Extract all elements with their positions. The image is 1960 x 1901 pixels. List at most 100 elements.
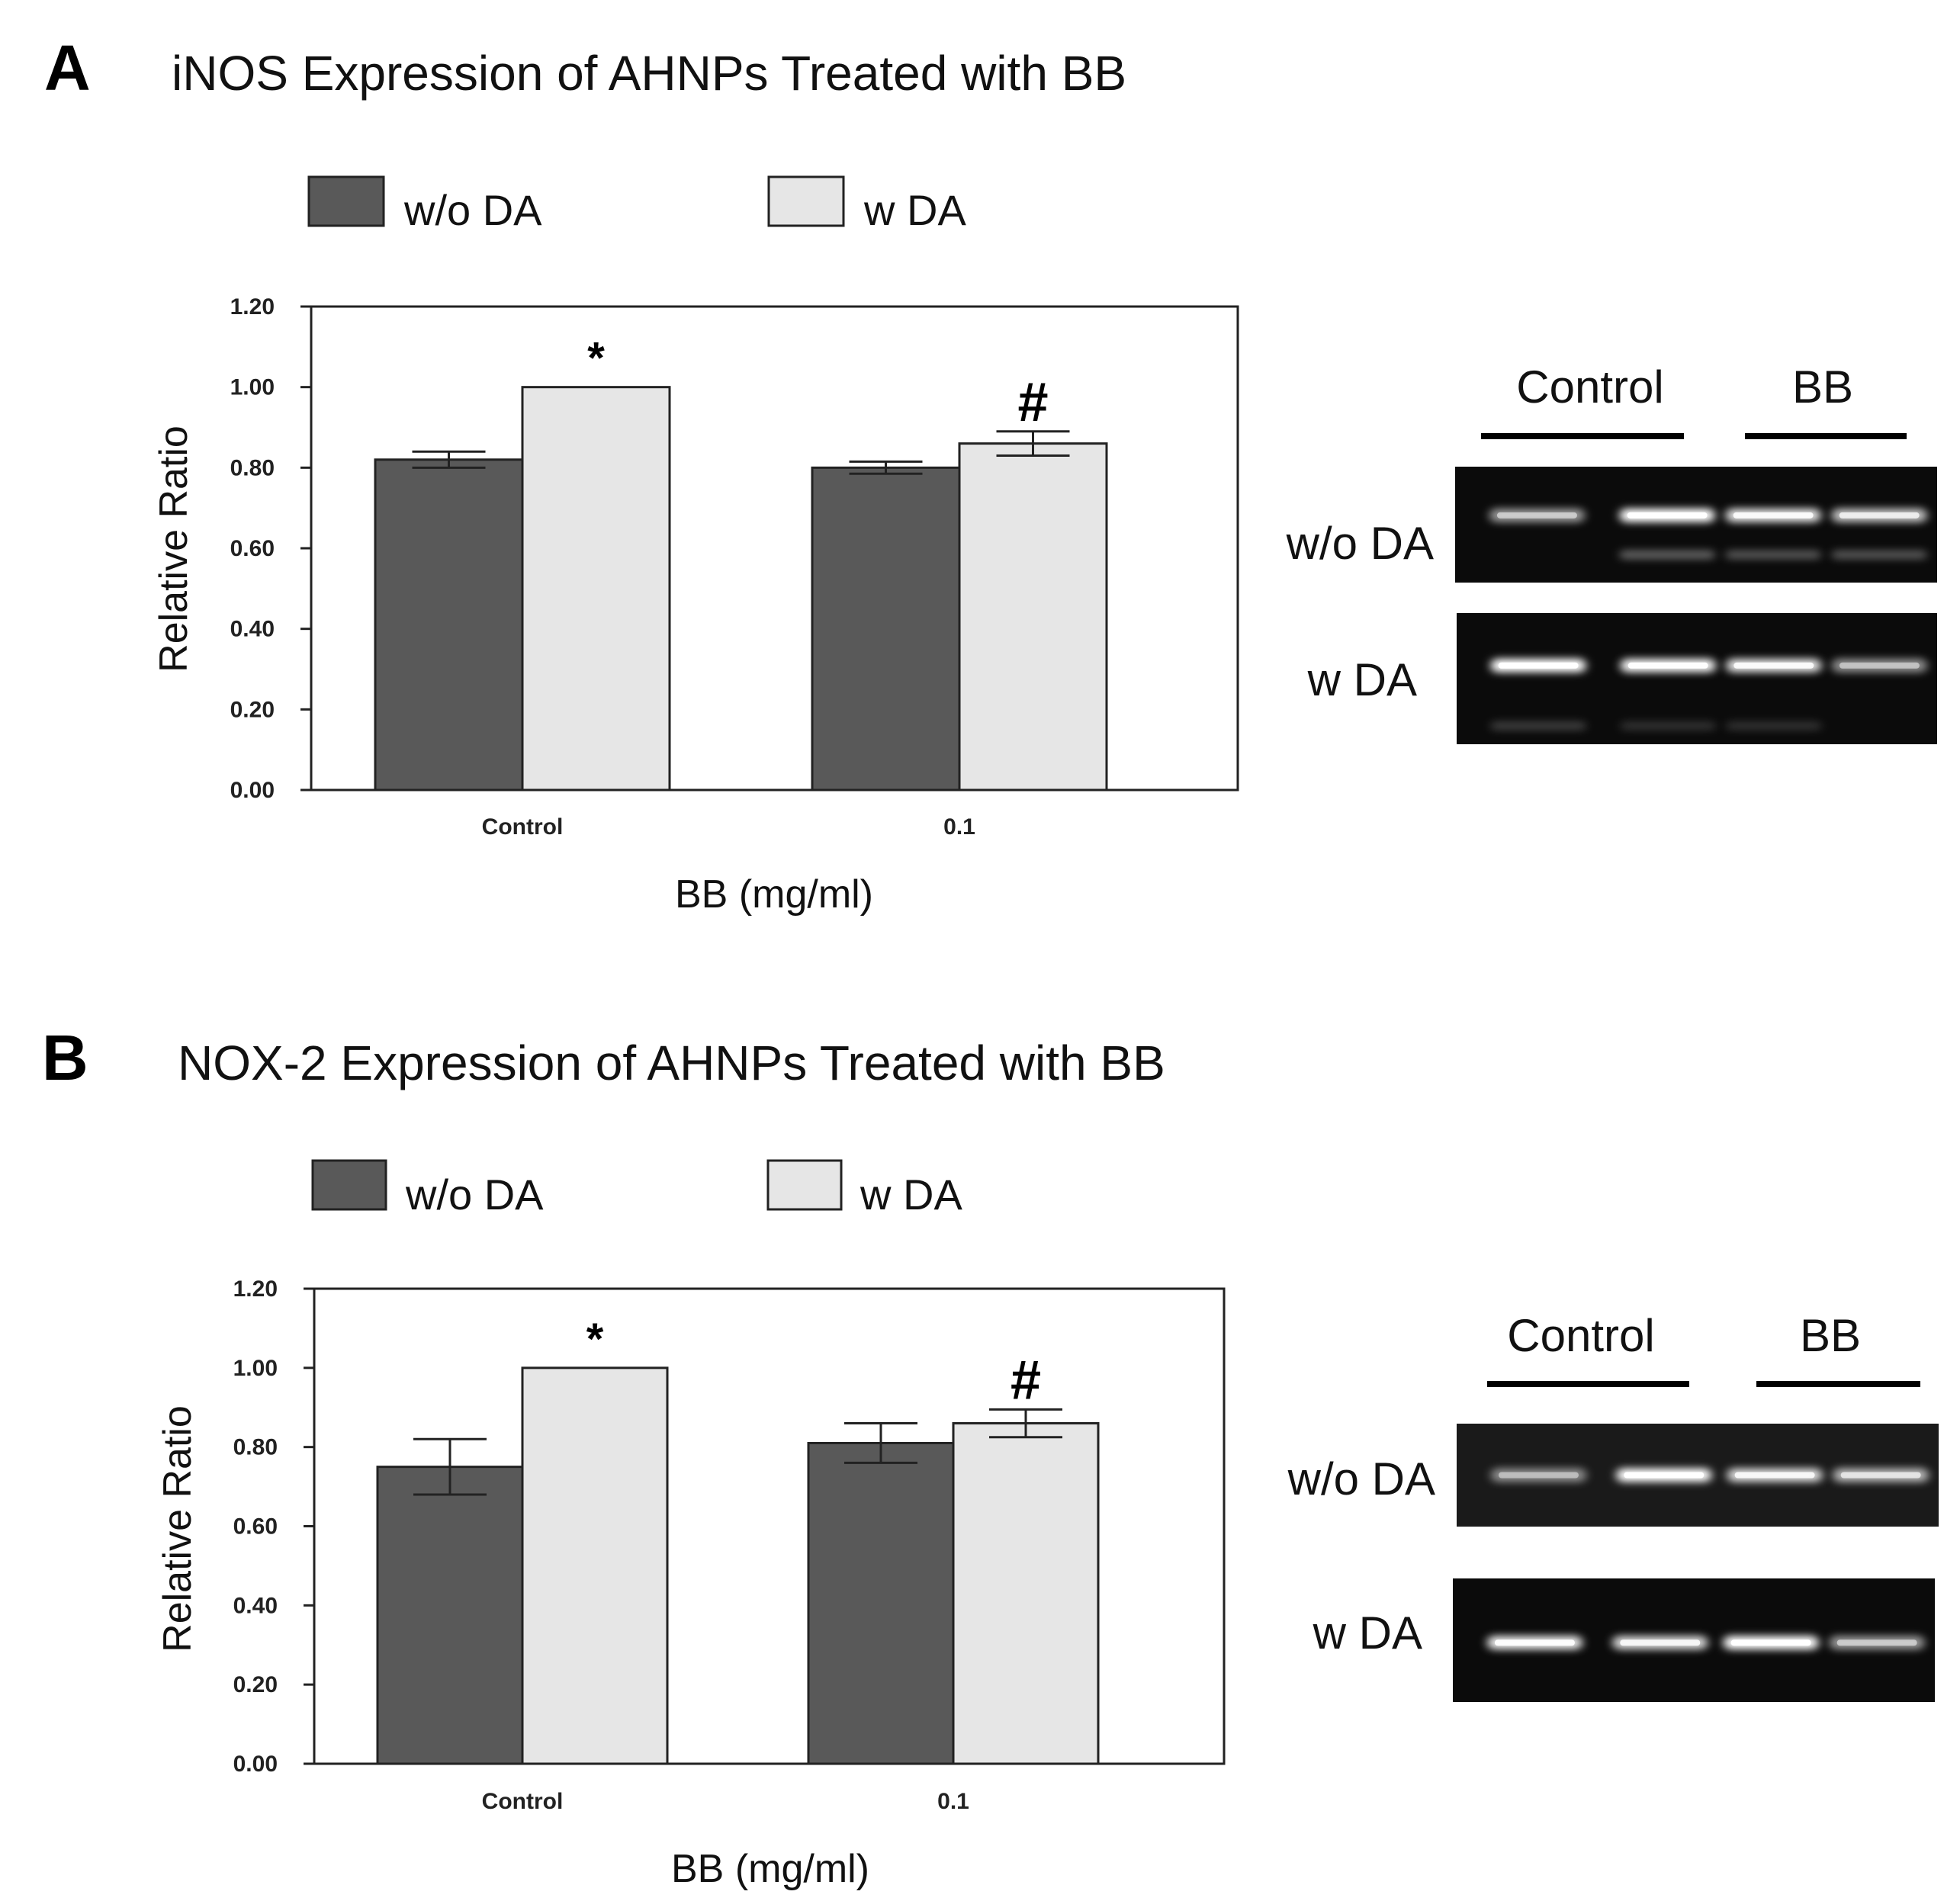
y-tick-label: 1.00 (233, 1356, 278, 1381)
panel-b-letter: B (42, 1022, 88, 1093)
panel-a-y-axis-title: Relative Ratio (152, 425, 196, 673)
legend-label-without-da: w/o DA (403, 186, 542, 234)
y-tick-label: 0.80 (233, 1435, 278, 1460)
gel-band-core (1496, 512, 1577, 519)
legend-label-without-da: w/o DA (405, 1170, 544, 1219)
panel-b-y-axis-title: Relative Ratio (156, 1405, 200, 1652)
bar-with-da (952, 1422, 1100, 1765)
gel-band (1831, 658, 1927, 673)
y-tick-label: 0.20 (230, 697, 275, 722)
significance-asterisk: * (586, 1315, 604, 1364)
y-tick-label: 0.00 (230, 778, 275, 803)
panel-a-significance-marks: *# (587, 334, 1048, 433)
y-tick-label: 0.20 (233, 1672, 278, 1697)
gel-row-label-with-da: w DA (1307, 654, 1417, 705)
error-bar (413, 1437, 487, 1496)
panel-a-y-ticks: 0.00 0.20 0.40 0.60 0.80 1.00 1.20 (230, 294, 311, 803)
error-bar (412, 450, 486, 469)
gel-band-core (1733, 662, 1814, 669)
bar-with-da (521, 386, 671, 792)
gel-band-core (1840, 1472, 1921, 1479)
panel-a-error-bars (412, 430, 1070, 475)
panel-a: A iNOS Expression of AHNPs Treated with … (44, 32, 1937, 917)
panel-a-letter: A (44, 32, 91, 104)
bar-without-da (811, 466, 961, 792)
gel-band (1490, 1468, 1586, 1482)
legend-swatch-with-da (767, 175, 845, 227)
panel-b-gel: Control BB w/o DA w DA (1287, 1310, 1939, 1702)
y-tick-label: 0.40 (233, 1593, 278, 1618)
legend-label-with-da: w DA (860, 1170, 962, 1219)
gel-band-secondary (1831, 550, 1927, 560)
legend-swatch-without-da (307, 175, 385, 227)
y-tick-label: 0.40 (230, 617, 275, 642)
gel-header-bb: BB (1800, 1310, 1861, 1361)
significance-hash: # (1017, 372, 1048, 433)
gel-band-core (1730, 1639, 1811, 1646)
error-bar (989, 1408, 1062, 1439)
y-tick-label: 1.00 (230, 375, 275, 400)
panel-a-category-label: 0.1 (943, 814, 975, 840)
gel-band-core (1733, 512, 1814, 519)
gel-row-label-without-da: w/o DA (1287, 1453, 1435, 1504)
panel-a-gel: Control BB w/o DA w DA (1286, 361, 1937, 744)
legend-swatch-without-da (311, 1159, 387, 1211)
gel-band-secondary (1619, 550, 1715, 560)
gel-band-core (1624, 1472, 1705, 1479)
gel-band-core (1498, 662, 1579, 669)
panel-b-significance-marks: *# (586, 1315, 1041, 1411)
gel-band-core (1734, 1472, 1815, 1479)
significance-asterisk: * (587, 334, 605, 384)
panel-b-x-axis-title: BB (mg/ml) (671, 1847, 869, 1891)
gel-band-secondary (1726, 721, 1822, 731)
error-bar (849, 460, 923, 475)
significance-hash: # (1011, 1350, 1041, 1411)
panel-b-error-bars (413, 1408, 1062, 1496)
error-bar (844, 1422, 917, 1464)
gel-header-control: Control (1516, 361, 1663, 413)
y-tick-label: 1.20 (230, 294, 275, 320)
gel-band-core (1836, 1639, 1917, 1646)
panel-a-category-label: Control (482, 814, 564, 840)
gel-band-core (1839, 662, 1920, 669)
bar-with-da (958, 442, 1108, 792)
panel-b-legend: w/o DA w DA (311, 1159, 962, 1219)
gel-band-secondary (1620, 721, 1716, 731)
gel-header-control: Control (1507, 1310, 1654, 1361)
panel-b-category-label: Control (482, 1789, 564, 1814)
legend-swatch-with-da (766, 1159, 843, 1211)
panel-a-bars (374, 386, 1108, 792)
gel-band-core (1839, 512, 1920, 519)
y-tick-label: 0.60 (230, 536, 275, 561)
gel-band-secondary (1725, 550, 1821, 560)
panel-b: B NOX-2 Expression of AHNPs Treated with… (42, 1022, 1939, 1891)
gel-band-core (1627, 662, 1708, 669)
bar-without-da (374, 458, 524, 792)
gel-band-secondary (1490, 721, 1586, 731)
panel-b-gel-bands (1486, 1468, 1929, 1650)
panel-a-title: iNOS Expression of AHNPs Treated with BB (172, 46, 1126, 101)
panel-a-gel-bands (1489, 508, 1927, 731)
gel-band-core (1620, 1639, 1701, 1646)
y-tick-label: 0.80 (230, 455, 275, 480)
panel-b-title: NOX-2 Expression of AHNPs Treated with B… (178, 1036, 1165, 1090)
gel-header-bb: BB (1792, 361, 1853, 413)
gel-band-core (1627, 512, 1708, 519)
gel-row-label-without-da: w/o DA (1286, 518, 1434, 569)
y-tick-label: 0.00 (233, 1752, 278, 1777)
bar-with-da (521, 1366, 669, 1765)
y-tick-label: 0.60 (233, 1514, 278, 1540)
panel-b-y-ticks: 0.00 0.20 0.40 0.60 0.80 1.00 1.20 (233, 1276, 314, 1777)
panel-b-category-label: 0.1 (937, 1789, 969, 1814)
gel-row-label-with-da: w DA (1313, 1607, 1422, 1659)
error-bar (996, 430, 1070, 457)
bar-without-da (376, 1466, 524, 1765)
panel-a-legend: w/o DA w DA (307, 175, 966, 234)
panel-b-bars (376, 1366, 1100, 1765)
y-tick-label: 1.20 (233, 1276, 278, 1302)
gel-band-core (1494, 1639, 1575, 1646)
legend-label-with-da: w DA (863, 186, 966, 234)
gel-band-core (1498, 1472, 1579, 1479)
gel-strip-without-da (1455, 467, 1937, 583)
